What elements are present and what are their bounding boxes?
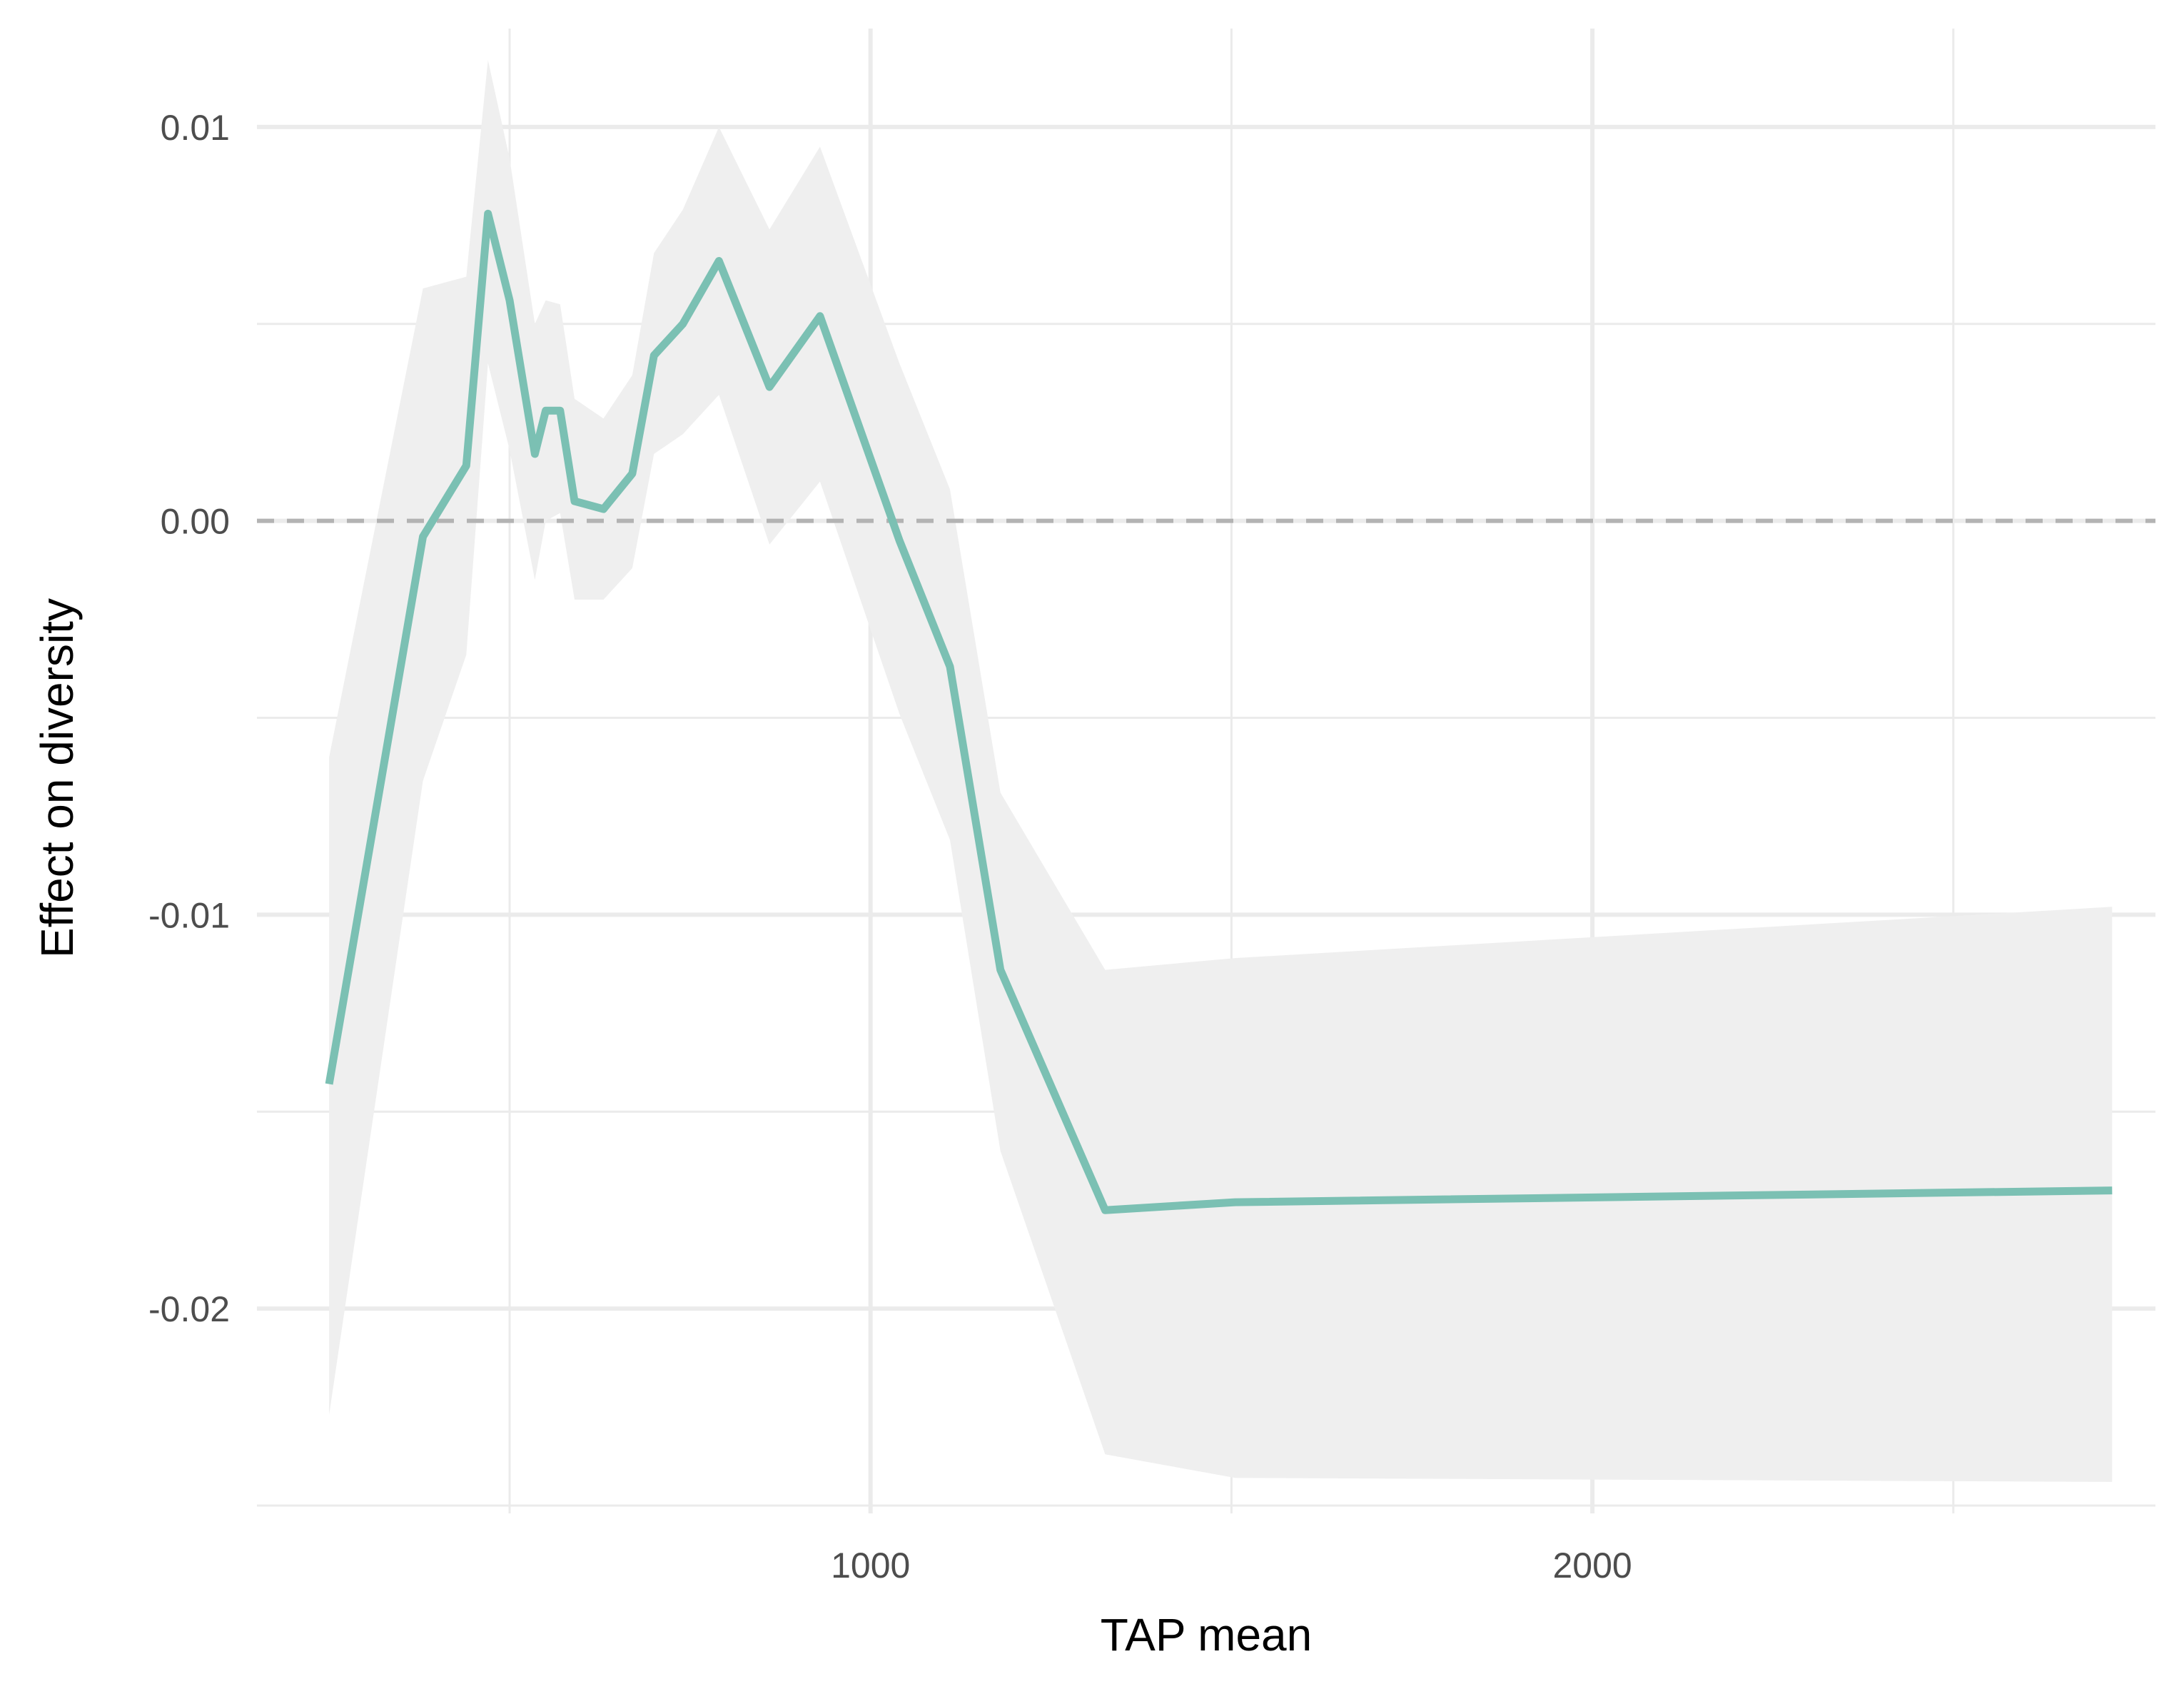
y-tick-label: 0.01 [161, 108, 230, 148]
x-tick-label: 1000 [831, 1546, 910, 1585]
x-axis-title: TAP mean [1101, 1609, 1312, 1660]
y-tick-label: 0.00 [161, 502, 230, 542]
y-tick-label: -0.02 [148, 1289, 230, 1329]
x-tick-label: 2000 [1552, 1546, 1632, 1585]
confidence-band [329, 60, 2113, 1482]
effect-line [325, 209, 2113, 1214]
x-tick-labels: 1000 2000 [831, 1546, 1632, 1585]
y-tick-label: -0.01 [148, 895, 230, 935]
y-axis-title: Effect on diversity [31, 598, 83, 958]
y-tick-labels: 0.01 0.00 -0.01 -0.02 [148, 108, 230, 1329]
